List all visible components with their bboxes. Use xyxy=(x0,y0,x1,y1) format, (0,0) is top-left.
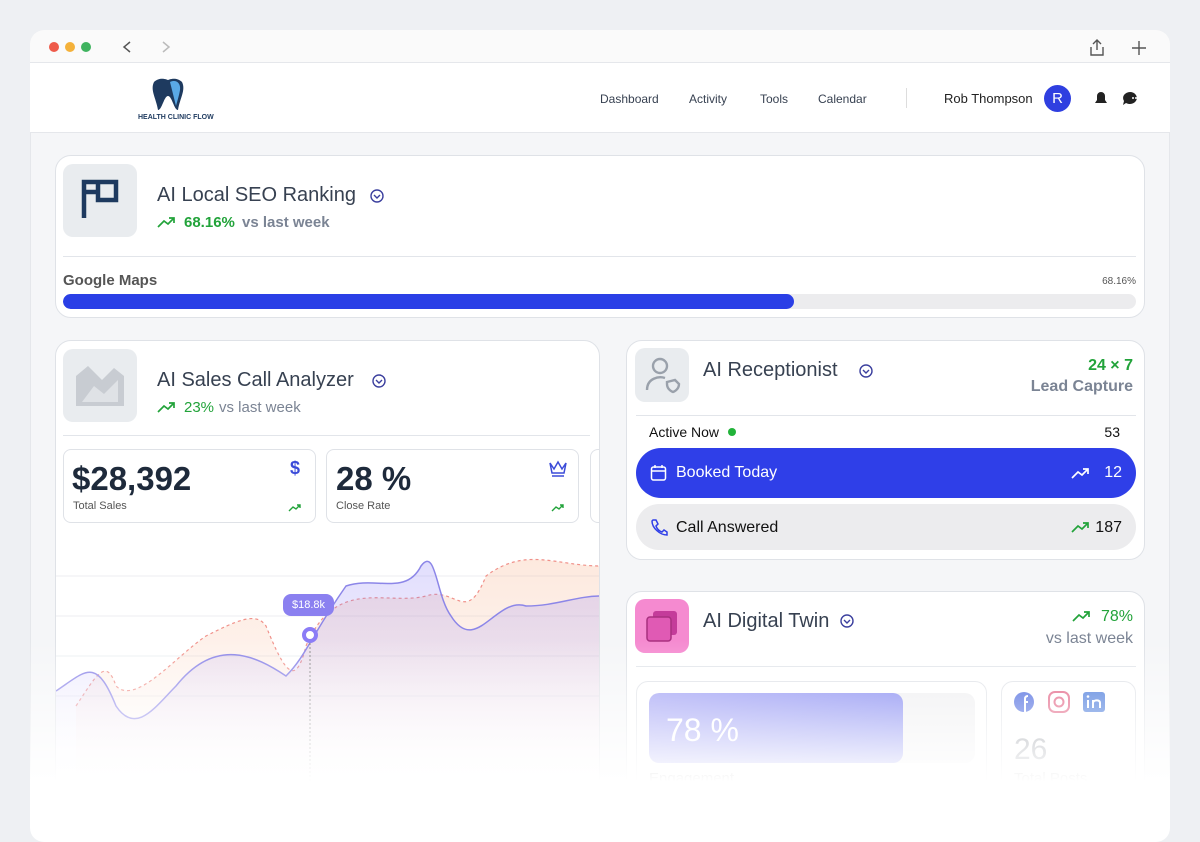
row-label: Active Now xyxy=(649,424,720,440)
nav-link[interactable]: Tools xyxy=(760,92,789,106)
trend-value: 23% xyxy=(184,399,215,416)
avatar[interactable]: R xyxy=(1044,85,1071,112)
stat-label: Close Rate xyxy=(336,500,391,512)
sales-card xyxy=(55,340,600,842)
nav-link[interactable]: Calendar xyxy=(818,92,867,106)
trend-note: vs last week xyxy=(242,214,330,231)
person-icon xyxy=(645,357,681,394)
dropdown-icon[interactable] xyxy=(371,373,387,389)
engagement-value: 78 % xyxy=(666,712,739,748)
phone-icon xyxy=(651,519,668,536)
trend-icon xyxy=(551,504,564,512)
answered-row[interactable] xyxy=(636,504,1136,550)
trend-note: vs last week xyxy=(219,399,301,416)
divider xyxy=(636,415,1136,416)
twin-icon xyxy=(646,611,677,642)
header xyxy=(30,63,1170,133)
posts-value: 26 xyxy=(1014,733,1048,766)
logo-text: HEALTH CLINIC FLOW xyxy=(138,114,214,121)
seo-card xyxy=(55,155,1145,318)
dropdown-icon[interactable] xyxy=(369,188,385,204)
card-title: AI Sales Call Analyzer xyxy=(157,369,354,391)
crown-icon xyxy=(549,460,567,477)
card-title: AI Local SEO Ranking xyxy=(157,184,356,206)
stat-card xyxy=(63,449,316,523)
stat-card-edge xyxy=(590,449,600,523)
posts-label: Total Posts xyxy=(1014,770,1088,787)
trend-icon xyxy=(288,504,301,512)
header-icons[interactable] xyxy=(1092,90,1144,108)
status-dot xyxy=(728,428,736,436)
divider xyxy=(636,666,1136,667)
row-value: 53 xyxy=(1104,424,1120,440)
trend-value: 78% xyxy=(1100,608,1133,625)
social-icons xyxy=(1014,691,1105,713)
row-label: Call Answered xyxy=(676,519,779,536)
booked-row[interactable] xyxy=(636,448,1136,498)
chart-icon xyxy=(76,366,124,406)
flag-icon xyxy=(81,179,119,218)
trend-icon xyxy=(1071,468,1089,479)
stat-value: $28,392 xyxy=(72,460,192,497)
row-label: Booked Today xyxy=(676,464,778,481)
progress-track xyxy=(63,294,1136,309)
nav-link[interactable]: Dashboard xyxy=(600,92,659,106)
stat-icon: $ xyxy=(290,458,301,478)
browser-bar xyxy=(30,30,1170,63)
sales-chart xyxy=(56,558,599,796)
trend-note: vs last week xyxy=(1045,630,1133,647)
badge-note: Lead Capture xyxy=(1030,378,1133,395)
browser-actions xyxy=(1090,39,1146,56)
divider xyxy=(906,88,907,108)
user-name[interactable]: Rob Thompson xyxy=(944,91,1033,106)
engagement-label: Engagement xyxy=(649,770,735,787)
card-title: AI Receptionist xyxy=(703,359,838,381)
dropdown-icon[interactable] xyxy=(839,613,855,629)
stat-value: 28 % xyxy=(336,460,412,497)
card-title: AI Digital Twin xyxy=(703,610,830,632)
trend-icon xyxy=(157,402,175,413)
stat-card xyxy=(326,449,579,523)
nav-link[interactable]: Activity xyxy=(689,92,728,106)
progress-fill xyxy=(63,294,795,309)
dropdown-icon[interactable] xyxy=(858,363,874,379)
browser-controls xyxy=(49,41,171,53)
logo-icon xyxy=(152,78,184,110)
receptionist-icon-box xyxy=(635,348,689,402)
row-value: 12 xyxy=(1104,464,1122,481)
progress-label: Google Maps xyxy=(63,272,158,289)
stat-label: Total Sales xyxy=(73,500,127,512)
calendar-icon xyxy=(650,465,667,481)
trend-icon xyxy=(1071,522,1089,533)
trend-icon xyxy=(1072,611,1090,622)
progress-value: 68.16% xyxy=(1102,276,1136,287)
chart-tooltip: $18.8k xyxy=(283,594,334,616)
badge: 24 × 7 xyxy=(1088,357,1133,374)
trend-icon xyxy=(157,217,175,228)
row-value: 187 xyxy=(1095,519,1122,536)
divider xyxy=(63,435,590,436)
divider xyxy=(63,256,1136,257)
trend-value: 68.16% xyxy=(184,214,235,231)
